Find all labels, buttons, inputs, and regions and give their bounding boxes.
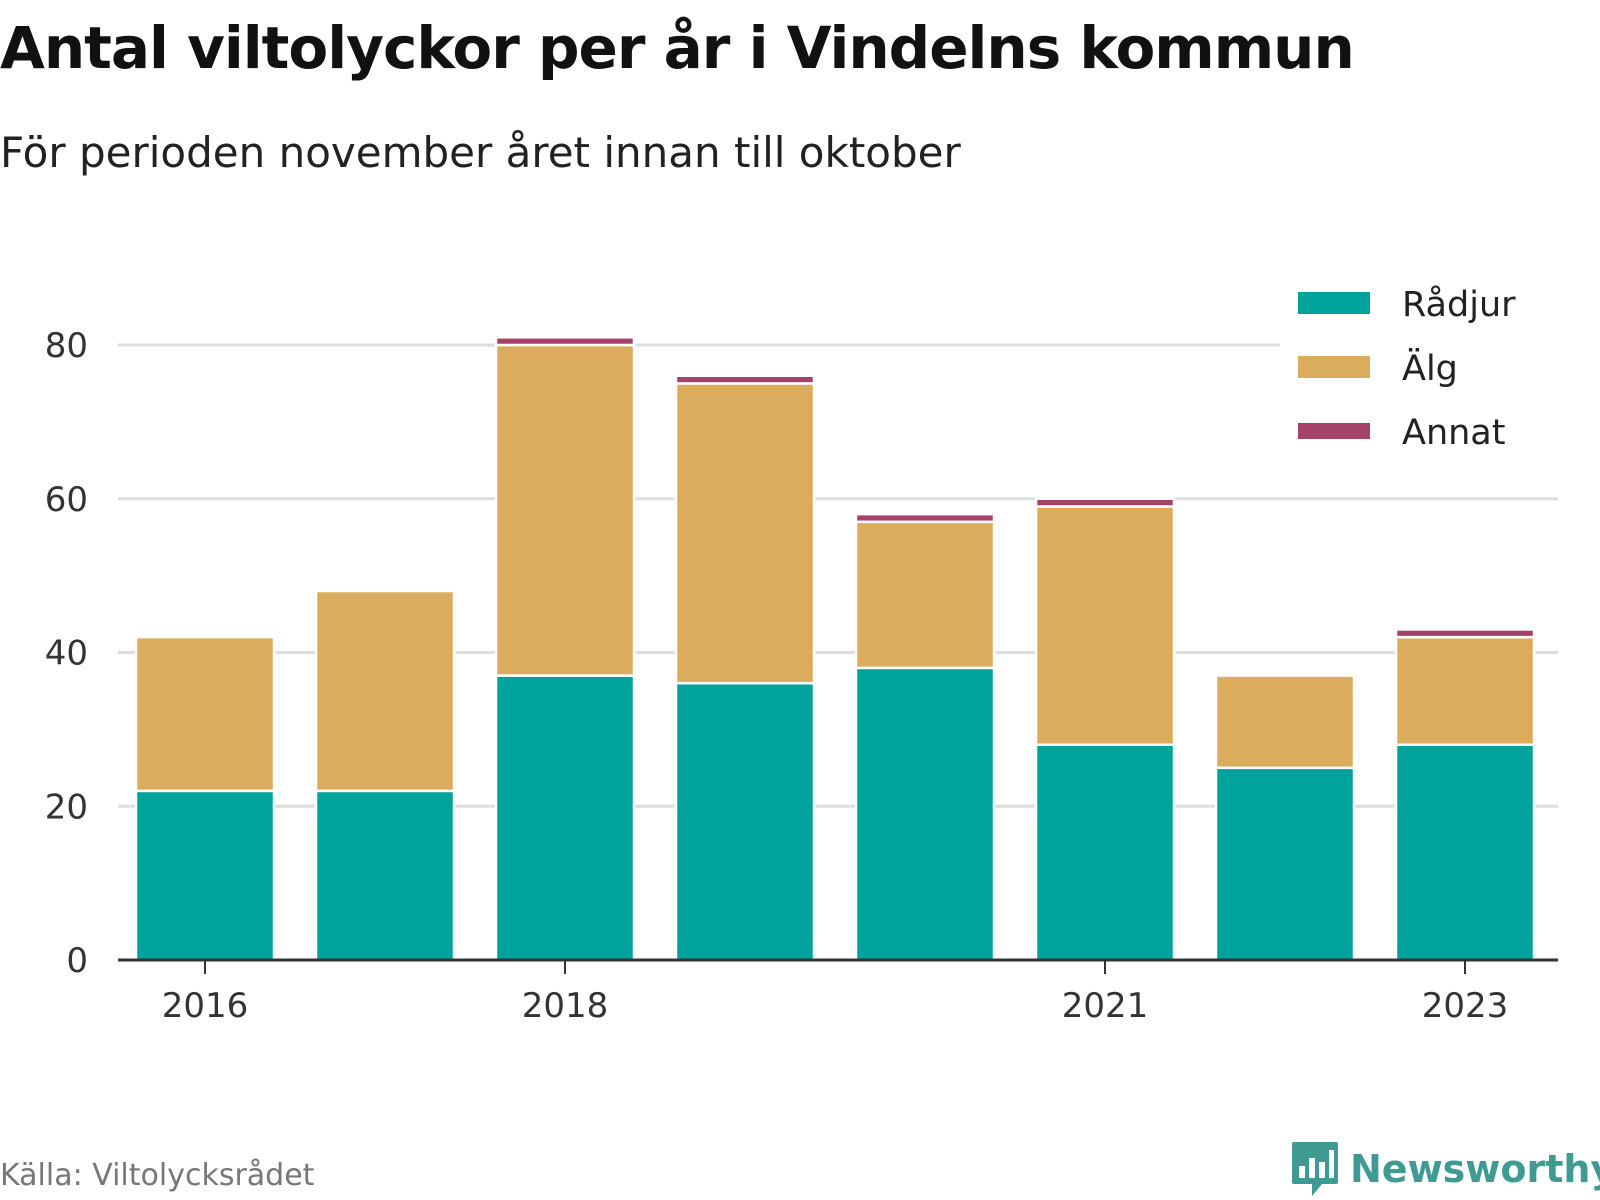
source-note: Källa: Viltolycksrådet [0,1158,315,1193]
legend-label: Rådjur [1402,284,1516,325]
bar-segment-rådjur [1214,766,1356,962]
bar-segment-annat [854,512,996,524]
bar-segment-älg [494,343,636,677]
brand-logo: Newsworthy [1290,1140,1600,1198]
bar-segment-rådjur [134,789,276,962]
y-tick-label: 60 [45,480,88,520]
bar-segment-älg [674,382,816,685]
stacked-bar-chart: 0 20 40 60 80 2016 2018 2021 2023 Rådjur Älg Annat [44,278,1558,1026]
bar-segment-annat [494,336,636,347]
bar-segment-rådjur [494,674,636,962]
chart-title: Antal viltolyckor per år i Vindelns komm… [0,14,1355,82]
bar-segment-rådjur [674,682,816,962]
bars [134,336,1536,962]
legend-swatch-annat [1298,423,1370,439]
axes: 0 20 40 60 80 2016 2018 2021 2023 [45,326,1558,1026]
bar-segment-älg [1034,505,1176,746]
chart-subtitle: För perioden november året innan till ok… [0,128,961,177]
brand-name: Newsworthy [1350,1147,1600,1191]
bar-segment-annat [1034,497,1176,508]
legend: Rådjur Älg Annat [1280,278,1558,458]
y-tick-label: 40 [45,634,88,674]
bar-segment-älg [1394,635,1536,746]
bar-segment-annat [674,374,816,385]
legend-label: Älg [1402,347,1458,389]
x-tick-label: 2018 [522,986,609,1026]
newsworthy-logo-icon [1292,1142,1338,1196]
legend-label: Annat [1402,413,1505,453]
bar-segment-älg [134,635,276,793]
bar-segment-rådjur [314,789,456,962]
legend-swatch-älg [1298,356,1370,378]
x-tick-label: 2023 [1422,986,1509,1026]
bar-segment-älg [854,520,996,670]
bar-segment-rådjur [1394,743,1536,962]
y-tick-label: 20 [45,787,88,827]
x-tick-label: 2021 [1062,986,1149,1026]
y-tick-label: 0 [66,941,88,981]
bar-segment-rådjur [1034,743,1176,962]
legend-swatch-rådjur [1298,292,1370,314]
bar-segment-älg [314,589,456,793]
y-tick-label: 80 [45,326,88,366]
bar-segment-älg [1214,674,1356,770]
bar-segment-annat [1394,628,1536,639]
x-tick-label: 2016 [162,986,249,1026]
bar-segment-rådjur [854,666,996,962]
